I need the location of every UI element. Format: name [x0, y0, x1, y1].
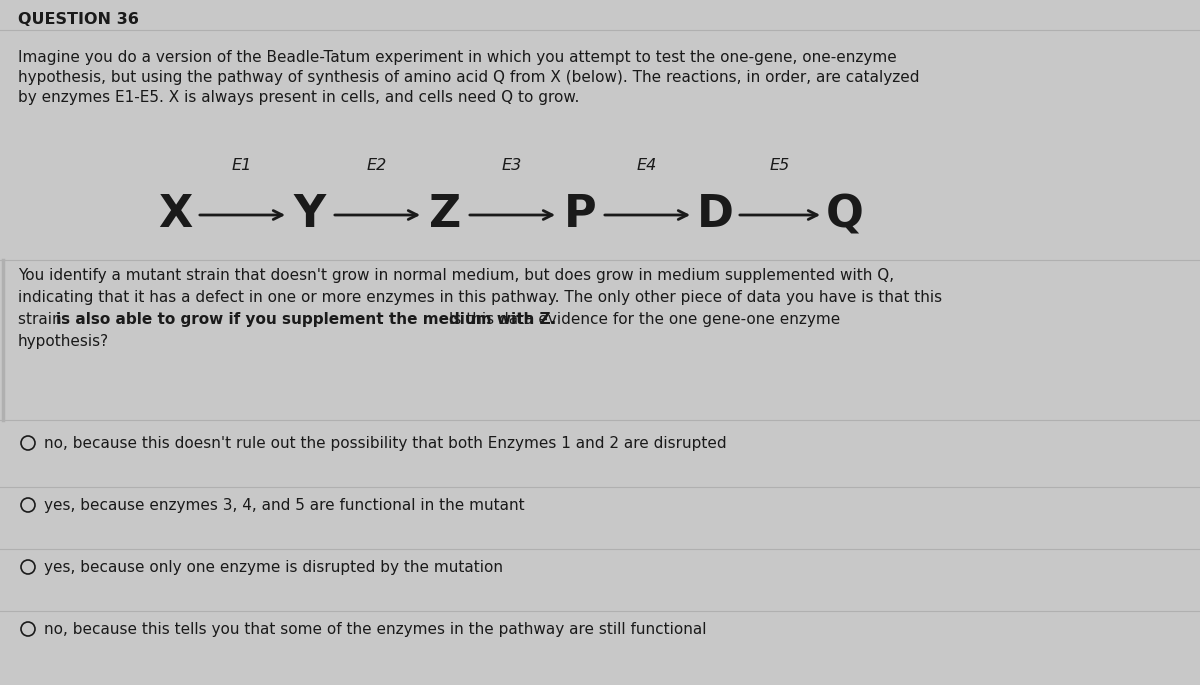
- Text: E5: E5: [770, 158, 790, 173]
- Text: P: P: [564, 193, 596, 236]
- Text: no, because this doesn't rule out the possibility that both Enzymes 1 and 2 are : no, because this doesn't rule out the po…: [44, 436, 727, 451]
- Text: X: X: [158, 193, 192, 236]
- Text: hypothesis, but using the pathway of synthesis of amino acid Q from X (below). T: hypothesis, but using the pathway of syn…: [18, 70, 919, 85]
- Text: Z: Z: [428, 193, 461, 236]
- Text: yes, because enzymes 3, 4, and 5 are functional in the mutant: yes, because enzymes 3, 4, and 5 are fun…: [44, 498, 524, 513]
- Text: strain: strain: [18, 312, 66, 327]
- Text: E2: E2: [367, 158, 388, 173]
- Text: E1: E1: [232, 158, 252, 173]
- Text: QUESTION 36: QUESTION 36: [18, 12, 139, 27]
- Text: indicating that it has a defect in one or more enzymes in this pathway. The only: indicating that it has a defect in one o…: [18, 290, 942, 305]
- Text: You identify a mutant strain that doesn't grow in normal medium, but does grow i: You identify a mutant strain that doesn'…: [18, 268, 894, 283]
- Text: hypothesis?: hypothesis?: [18, 334, 109, 349]
- Text: Y: Y: [294, 193, 326, 236]
- Text: by enzymes E1-E5. X is always present in cells, and cells need Q to grow.: by enzymes E1-E5. X is always present in…: [18, 90, 580, 105]
- Text: E4: E4: [637, 158, 658, 173]
- Text: Imagine you do a version of the Beadle-Tatum experiment in which you attempt to : Imagine you do a version of the Beadle-T…: [18, 50, 896, 65]
- Text: is also able to grow if you supplement the medium with Z.: is also able to grow if you supplement t…: [56, 312, 557, 327]
- Text: D: D: [696, 193, 733, 236]
- Text: yes, because only one enzyme is disrupted by the mutation: yes, because only one enzyme is disrupte…: [44, 560, 503, 575]
- Text: no, because this tells you that some of the enzymes in the pathway are still fun: no, because this tells you that some of …: [44, 622, 707, 637]
- Text: E3: E3: [502, 158, 522, 173]
- Text: Q: Q: [826, 193, 864, 236]
- Text: Is this data evidence for the one gene-one enzyme: Is this data evidence for the one gene-o…: [444, 312, 840, 327]
